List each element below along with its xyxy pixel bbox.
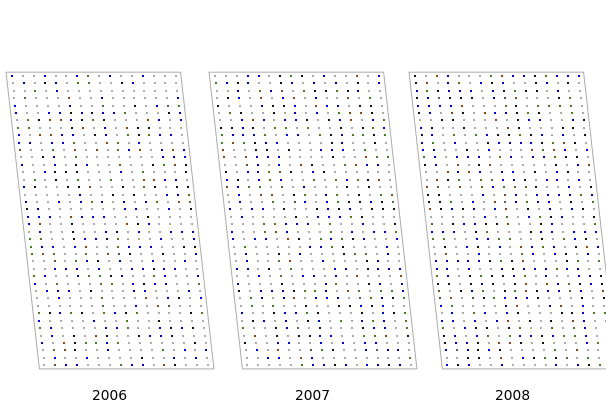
Polygon shape (6, 72, 214, 369)
Text: 2008: 2008 (496, 389, 530, 401)
Polygon shape (209, 72, 417, 369)
Polygon shape (409, 72, 606, 369)
Text: 2006: 2006 (93, 389, 127, 401)
Text: 2007: 2007 (296, 389, 330, 401)
